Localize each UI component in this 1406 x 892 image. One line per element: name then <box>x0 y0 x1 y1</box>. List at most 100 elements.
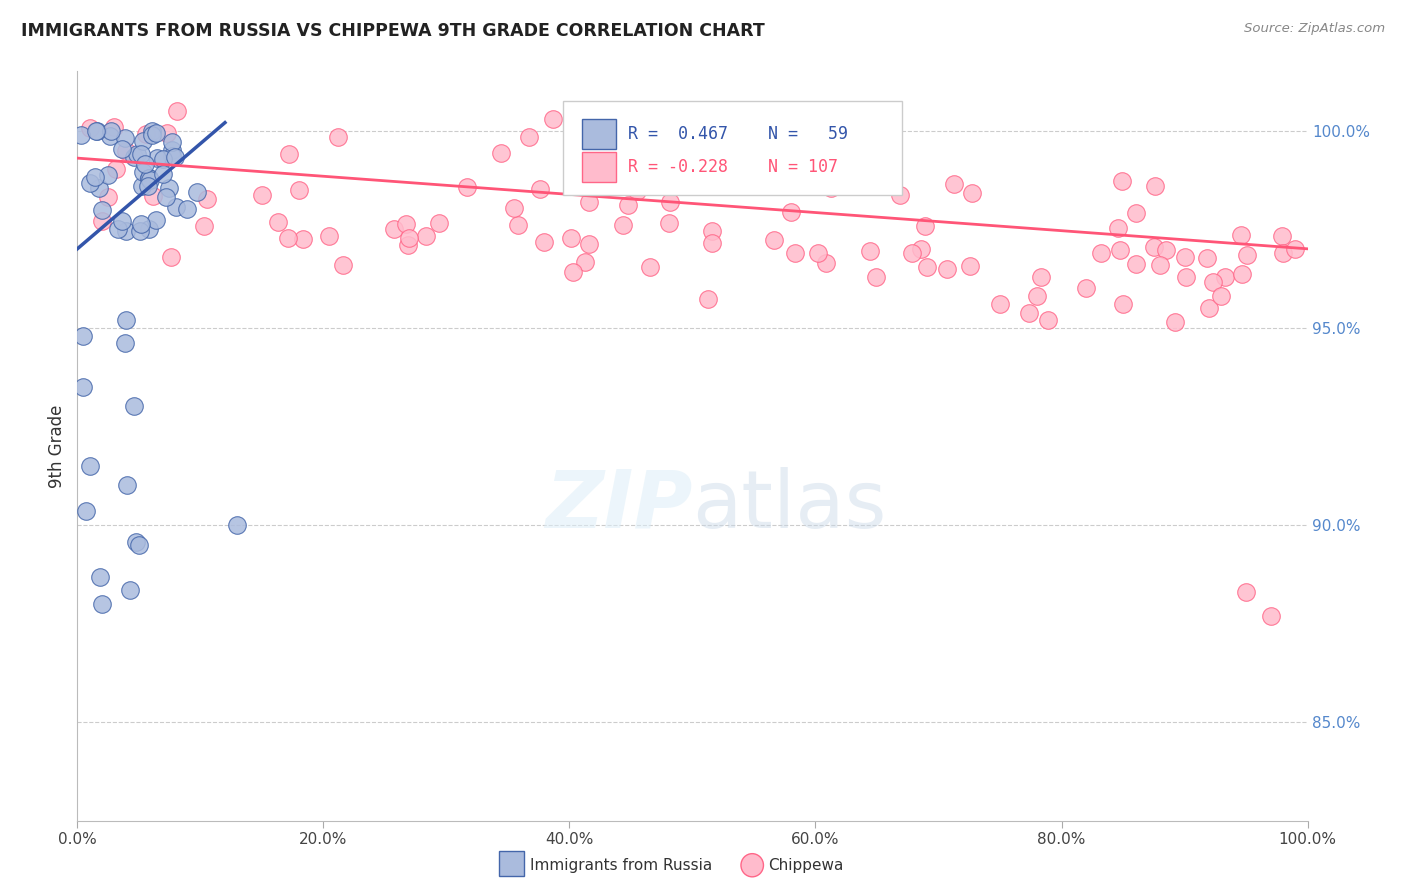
Point <box>600 163 623 178</box>
Point <box>114 336 136 351</box>
Point <box>778 178 800 192</box>
Point <box>86 123 108 137</box>
Point <box>1090 246 1112 260</box>
Point <box>122 150 145 164</box>
Point <box>160 149 183 163</box>
Point <box>1213 270 1236 285</box>
Point <box>779 205 801 219</box>
Point <box>277 230 299 244</box>
Point <box>125 535 148 549</box>
Point <box>111 142 134 156</box>
Point <box>90 597 114 611</box>
Point <box>1111 173 1133 187</box>
Point <box>1236 248 1258 262</box>
Point <box>669 169 692 183</box>
Point <box>1108 243 1130 257</box>
Point <box>250 187 273 202</box>
Point <box>1272 245 1295 260</box>
Point <box>97 190 120 204</box>
Point <box>152 152 174 166</box>
Text: atlas: atlas <box>693 467 887 545</box>
Point <box>146 151 169 165</box>
Point <box>104 162 127 177</box>
Point <box>1198 301 1220 315</box>
Point <box>1229 228 1251 243</box>
Point <box>100 123 122 137</box>
Point <box>579 104 602 119</box>
Point <box>79 458 101 473</box>
Text: Immigrants from Russia: Immigrants from Russia <box>530 858 713 872</box>
Point <box>176 202 198 217</box>
Point <box>115 478 138 492</box>
Point <box>561 265 583 279</box>
Point <box>141 128 163 142</box>
FancyBboxPatch shape <box>582 119 616 149</box>
Point <box>1164 315 1187 329</box>
Point <box>1271 228 1294 243</box>
Point <box>700 224 723 238</box>
Point <box>1149 258 1171 272</box>
Point <box>658 216 681 230</box>
Point <box>1156 244 1178 258</box>
FancyBboxPatch shape <box>564 102 901 195</box>
Point <box>508 218 530 232</box>
Point <box>128 224 150 238</box>
Point <box>69 128 91 143</box>
Point <box>142 189 165 203</box>
Point <box>162 143 184 157</box>
Point <box>936 261 959 276</box>
Point <box>1125 257 1147 271</box>
Point <box>136 179 159 194</box>
Point <box>141 123 163 137</box>
Point <box>318 228 340 243</box>
Point <box>1202 275 1225 289</box>
Point <box>72 380 94 394</box>
Point <box>1211 289 1233 303</box>
Point <box>332 258 354 272</box>
Point <box>193 219 215 234</box>
Point <box>395 217 418 231</box>
Point <box>132 165 155 179</box>
Point <box>125 147 148 161</box>
Point <box>138 170 160 185</box>
Point <box>889 187 911 202</box>
Point <box>79 120 101 135</box>
Point <box>155 190 177 204</box>
Point <box>529 182 551 196</box>
Point <box>114 145 136 159</box>
Point <box>865 270 887 285</box>
Point <box>277 147 299 161</box>
Point <box>626 184 648 198</box>
Point <box>578 194 600 209</box>
Point <box>960 186 983 200</box>
Point <box>502 201 524 215</box>
Point <box>131 147 153 161</box>
Point <box>131 179 153 194</box>
Point <box>79 176 101 190</box>
Point <box>1125 206 1147 220</box>
Point <box>1284 242 1306 256</box>
Point <box>456 179 478 194</box>
Text: R =  0.467    N =   59: R = 0.467 N = 59 <box>628 125 848 143</box>
Point <box>138 222 160 236</box>
Point <box>914 219 936 233</box>
Point <box>134 157 156 171</box>
Point <box>111 214 134 228</box>
Point <box>98 128 121 143</box>
Point <box>75 504 97 518</box>
Point <box>166 103 188 118</box>
Point <box>157 181 180 195</box>
Point <box>574 255 596 269</box>
Point <box>700 235 723 250</box>
Point <box>560 231 582 245</box>
Point <box>89 181 111 195</box>
Point <box>959 259 981 273</box>
Point <box>226 517 249 532</box>
Point <box>115 313 138 327</box>
Point <box>135 127 157 141</box>
Point <box>145 212 167 227</box>
Point <box>820 181 842 195</box>
Point <box>90 214 112 228</box>
FancyBboxPatch shape <box>582 152 616 181</box>
Point <box>1112 297 1135 311</box>
